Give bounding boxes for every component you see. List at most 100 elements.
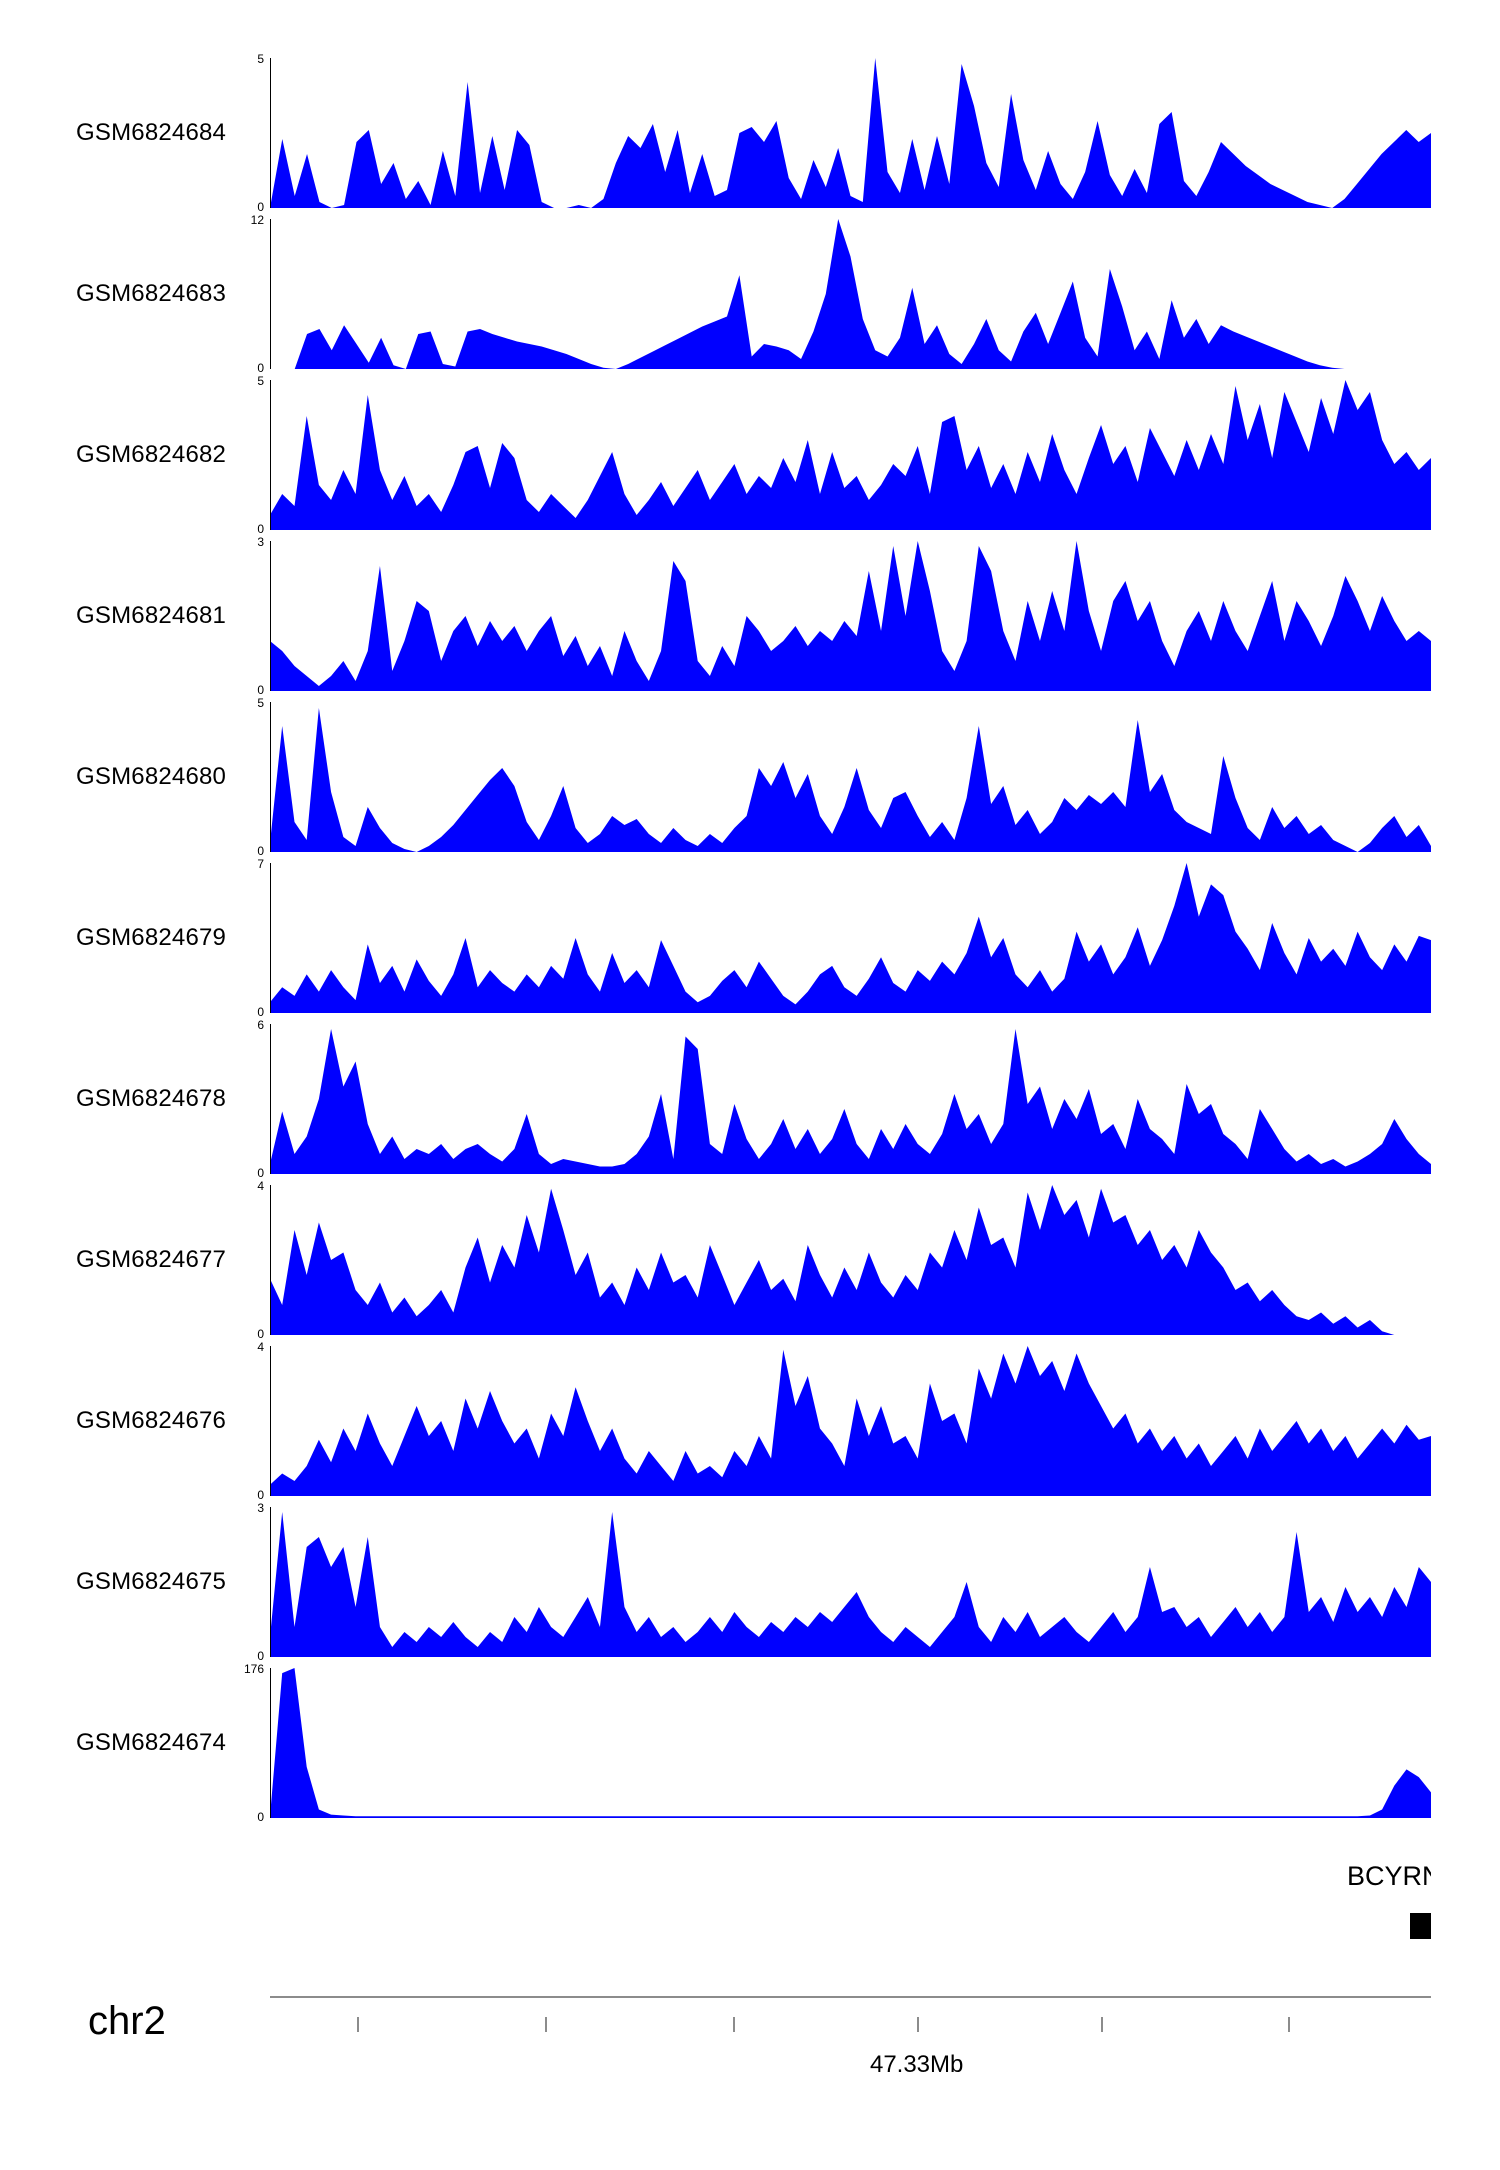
y-axis-max-label: 7 xyxy=(257,857,264,871)
y-axis-line xyxy=(270,380,271,530)
track-label: GSM6824684 xyxy=(76,119,227,146)
y-axis-line xyxy=(270,541,271,691)
track-row: GSM6824684 5 0 xyxy=(0,53,1500,213)
y-axis-line xyxy=(270,58,271,208)
genome-browser-view: GSM6824684 5 0 GSM6824683 12 0 GSM682468… xyxy=(0,53,1500,2099)
track-row: GSM6824674 176 0 xyxy=(0,1663,1500,1823)
coverage-signal-area xyxy=(270,58,1431,208)
y-axis-zero-label: 0 xyxy=(257,1810,264,1824)
track-label: GSM6824680 xyxy=(76,763,227,790)
coverage-signal-area xyxy=(270,1185,1431,1335)
y-axis-line xyxy=(270,1346,271,1496)
coverage-signal-area xyxy=(270,1346,1431,1496)
y-axis-max-label: 6 xyxy=(257,1018,264,1032)
track-plot: 5 0 xyxy=(257,697,1431,857)
track-row: GSM6824676 4 0 xyxy=(0,1341,1500,1501)
track-plot: 12 0 xyxy=(251,214,1431,374)
track-row: GSM6824678 6 0 xyxy=(0,1019,1500,1179)
signal-polygon xyxy=(270,1346,1431,1496)
track-plot: 4 0 xyxy=(257,1180,1431,1340)
signal-polygon xyxy=(270,1511,1431,1657)
track-plot: 5 0 xyxy=(257,375,1431,535)
axis-tick-mark xyxy=(1101,2017,1104,2032)
y-axis-line xyxy=(270,702,271,852)
gene-body-box xyxy=(1410,1913,1431,1939)
axis-tick-mark xyxy=(916,2017,919,2032)
y-axis-max-label: 5 xyxy=(257,374,264,388)
coverage-signal-area xyxy=(270,708,1431,852)
y-axis-zero-label: 0 xyxy=(257,1327,264,1341)
y-axis-max-label: 3 xyxy=(257,535,264,549)
y-axis-line xyxy=(270,863,271,1013)
gene-label: BCYRN1 xyxy=(1347,1861,1431,1891)
y-axis-line xyxy=(270,1668,271,1818)
y-axis-line xyxy=(270,219,271,369)
coverage-signal-area xyxy=(270,219,1431,369)
track-plot: 3 0 xyxy=(257,536,1431,696)
track-row: GSM6824681 3 0 xyxy=(0,536,1500,696)
track-label: GSM6824675 xyxy=(76,1568,227,1595)
track-row: GSM6824675 3 0 xyxy=(0,1502,1500,1662)
track-plot: 4 0 xyxy=(257,1341,1431,1501)
signal-polygon xyxy=(270,1028,1431,1174)
y-axis-max-label: 5 xyxy=(257,52,264,66)
axis-tick-mark xyxy=(357,2017,360,2032)
axis-plot: 47.33Mb xyxy=(270,1959,1431,2099)
signal-polygon xyxy=(270,219,1431,369)
y-axis-max-label: 3 xyxy=(257,1501,264,1515)
y-axis-line xyxy=(270,1507,271,1657)
signal-polygon xyxy=(270,1668,1431,1818)
track-row: GSM6824679 7 0 xyxy=(0,858,1500,1018)
y-axis-zero-label: 0 xyxy=(257,1166,264,1180)
y-axis-zero-label: 0 xyxy=(257,1649,264,1663)
y-axis-max-label: 4 xyxy=(257,1340,264,1354)
track-label: GSM6824683 xyxy=(76,280,227,307)
track-label: GSM6824674 xyxy=(76,1729,227,1756)
y-axis-max-label: 5 xyxy=(257,696,264,710)
y-axis-line xyxy=(270,1185,271,1335)
y-axis-zero-label: 0 xyxy=(257,200,264,214)
coverage-signal-area xyxy=(270,1028,1431,1174)
chromosome-label: chr2 xyxy=(88,1999,166,2043)
track-plot: 6 0 xyxy=(257,1019,1431,1179)
gene-annotation-track: BCYRN1 xyxy=(270,1829,1431,1959)
axis-tick-mark xyxy=(545,2017,548,2032)
y-axis-zero-label: 0 xyxy=(257,1488,264,1502)
coverage-signal-area xyxy=(270,1511,1431,1657)
y-axis-zero-label: 0 xyxy=(257,844,264,858)
track-row: GSM6824680 5 0 xyxy=(0,697,1500,857)
track-plot: 176 0 xyxy=(244,1663,1431,1823)
signal-polygon xyxy=(270,708,1431,852)
track-plot: 5 0 xyxy=(257,53,1431,213)
coverage-tracks: GSM6824684 5 0 GSM6824683 12 0 GSM682468… xyxy=(0,53,1500,1823)
genome-axis-track: chr2 47.33Mb xyxy=(0,1959,1500,2099)
track-label: GSM6824681 xyxy=(76,602,227,629)
y-axis-max-label: 4 xyxy=(257,1179,264,1193)
track-label: GSM6824678 xyxy=(76,1085,227,1112)
coverage-signal-area xyxy=(270,1668,1431,1818)
y-axis-max-label: 12 xyxy=(250,213,264,227)
track-label: GSM6824682 xyxy=(76,441,227,468)
axis-tick-label: 47.33Mb xyxy=(869,2051,964,2078)
track-label: GSM6824679 xyxy=(76,924,227,951)
coverage-signal-area xyxy=(270,380,1431,530)
axis-tick-mark xyxy=(1288,2017,1291,2032)
track-label: GSM6824676 xyxy=(76,1407,227,1434)
coverage-signal-area xyxy=(270,541,1431,691)
y-axis-zero-label: 0 xyxy=(257,683,264,697)
signal-polygon xyxy=(270,58,1431,208)
coverage-signal-area xyxy=(270,863,1431,1013)
signal-polygon xyxy=(270,863,1431,1013)
signal-polygon xyxy=(270,1185,1431,1335)
track-label: GSM6824677 xyxy=(76,1246,227,1273)
track-plot: 3 0 xyxy=(257,1502,1431,1662)
y-axis-max-label: 176 xyxy=(243,1662,264,1676)
track-plot: 7 0 xyxy=(257,858,1431,1018)
track-row: GSM6824683 12 0 xyxy=(0,214,1500,374)
y-axis-zero-label: 0 xyxy=(257,522,264,536)
signal-polygon xyxy=(270,380,1431,530)
track-row: GSM6824682 5 0 xyxy=(0,375,1500,535)
track-row: GSM6824677 4 0 xyxy=(0,1180,1500,1340)
signal-polygon xyxy=(270,541,1431,691)
y-axis-line xyxy=(270,1024,271,1174)
